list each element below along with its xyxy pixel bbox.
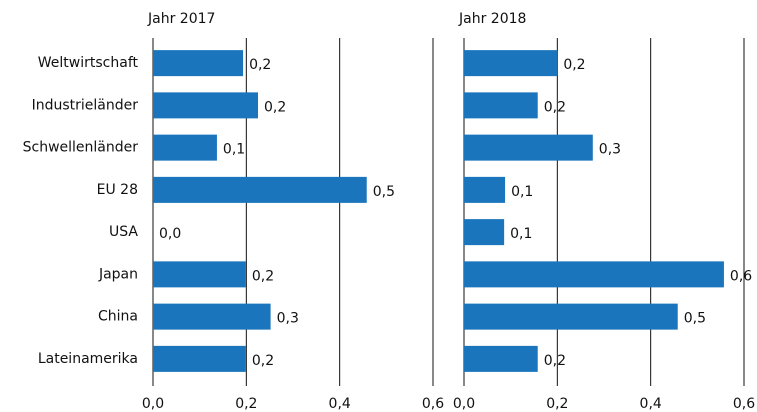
value-label: 0,2	[252, 268, 274, 284]
value-label: 0,2	[544, 99, 566, 115]
value-label: 0,5	[684, 311, 706, 327]
category-label: EU 28	[97, 182, 138, 198]
bar	[153, 92, 258, 119]
bar	[464, 92, 538, 119]
chart-title: Jahr 2017	[147, 11, 215, 27]
bar	[464, 261, 724, 288]
value-label: 0,2	[252, 353, 274, 369]
category-label: Lateinamerika	[38, 351, 138, 367]
bar	[464, 345, 538, 372]
x-tick-label: 0,6	[733, 396, 755, 412]
value-label: 0,2	[563, 57, 585, 73]
bar	[153, 303, 271, 330]
chart-title: Jahr 2018	[458, 11, 526, 27]
bar	[464, 50, 558, 77]
value-label: 0,2	[544, 353, 566, 369]
bar	[464, 134, 593, 161]
value-label: 0,5	[373, 184, 395, 200]
bar	[153, 50, 244, 77]
x-tick-label: 0,6	[422, 396, 444, 412]
x-tick-label: 0,0	[453, 396, 475, 412]
x-tick-label: 0,0	[142, 396, 164, 412]
category-label: Weltwirtschaft	[38, 55, 139, 71]
x-tick-label: 0,4	[640, 396, 662, 412]
category-label: Japan	[98, 266, 138, 282]
value-label: 0,1	[511, 184, 533, 200]
bar	[153, 345, 246, 372]
x-tick-label: 0,2	[235, 396, 257, 412]
bar	[153, 261, 246, 288]
bar	[464, 219, 505, 246]
x-tick-label: 0,4	[329, 396, 351, 412]
x-tick-label: 0,2	[546, 396, 568, 412]
value-label: 0,1	[510, 226, 532, 242]
value-label: 0,0	[159, 226, 181, 242]
value-label: 0,3	[277, 311, 299, 327]
category-label: USA	[109, 224, 138, 240]
category-label: Schwellenländer	[23, 140, 139, 156]
value-label: 0,2	[249, 57, 271, 73]
bar	[464, 176, 506, 203]
value-label: 0,6	[730, 268, 752, 284]
value-label: 0,2	[264, 99, 286, 115]
value-label: 0,3	[599, 142, 621, 158]
category-label: Industrieländer	[32, 97, 139, 113]
category-label: China	[98, 309, 138, 325]
bar	[464, 303, 678, 330]
bar	[153, 176, 367, 203]
value-label: 0,1	[223, 142, 245, 158]
bar	[153, 134, 217, 161]
